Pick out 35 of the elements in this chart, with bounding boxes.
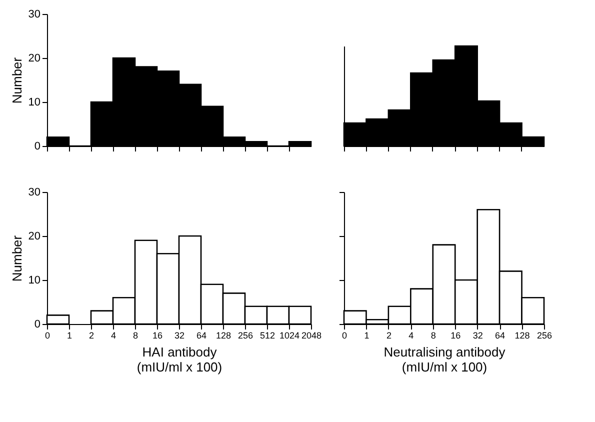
x-tick-label: 32 bbox=[174, 330, 185, 340]
x-tick-label: 2 bbox=[386, 330, 392, 340]
x-axis-title: HAI antibody (mIU/ml x 100) bbox=[136, 344, 222, 374]
y-tick-label: 0 bbox=[34, 140, 40, 152]
x-axis-title: Neutralising antibody (mIU/ml x 100) bbox=[384, 344, 506, 374]
x-tick-label: 64 bbox=[196, 330, 207, 340]
x-tick-label: 0 bbox=[342, 330, 348, 340]
x-tick-label: 128 bbox=[216, 330, 232, 340]
x-tick-label: 1024 bbox=[279, 330, 300, 340]
y-axis-title: Number bbox=[9, 234, 24, 282]
x-tick-label: 64 bbox=[495, 330, 506, 340]
x-tick-label: 16 bbox=[450, 330, 461, 340]
x-tick-label: 16 bbox=[152, 330, 163, 340]
x-tick-label: 256 bbox=[536, 330, 552, 340]
y-tick-label: 30 bbox=[28, 186, 40, 198]
x-tick-label: 1 bbox=[66, 330, 72, 340]
x-tick-label: 0 bbox=[44, 330, 50, 340]
y-tick-label: 10 bbox=[28, 274, 40, 286]
y-tick-label: 20 bbox=[28, 230, 40, 242]
x-tick-label: 2 bbox=[88, 330, 94, 340]
x-tick-label: 8 bbox=[132, 330, 138, 340]
x-tick-label: 32 bbox=[472, 330, 483, 340]
x-tick-label: 512 bbox=[260, 330, 276, 340]
x-tick-label: 8 bbox=[430, 330, 436, 340]
x-tick-label: 1 bbox=[364, 330, 370, 340]
y-tick-label: 0 bbox=[34, 318, 40, 330]
y-tick-label: 10 bbox=[28, 96, 40, 108]
y-tick-label: 30 bbox=[28, 8, 40, 20]
x-tick-label: 4 bbox=[408, 330, 414, 340]
y-axis-title: Number bbox=[9, 56, 24, 104]
x-tick-label: 128 bbox=[514, 330, 530, 340]
y-tick-label: 20 bbox=[28, 52, 40, 64]
x-tick-label: 4 bbox=[110, 330, 116, 340]
x-tick-label: 256 bbox=[238, 330, 254, 340]
x-tick-label: 2048 bbox=[301, 330, 322, 340]
